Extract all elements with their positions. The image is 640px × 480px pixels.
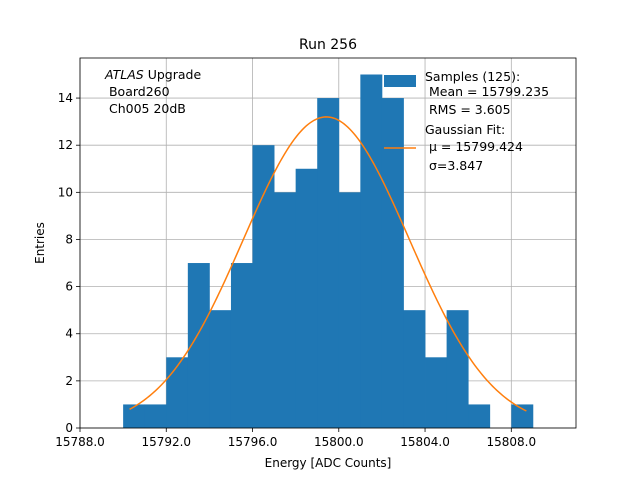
- histogram-bar: [425, 357, 448, 428]
- y-axis-label: Entries: [33, 222, 47, 264]
- histogram-bar: [252, 145, 275, 428]
- y-tick-label: 6: [65, 280, 73, 294]
- annotation-line2: Board260: [105, 84, 170, 99]
- legend-histogram-label: Samples (125):: [425, 69, 520, 84]
- x-tick-label: 15792.0: [141, 435, 191, 449]
- histogram-bar: [274, 192, 297, 428]
- y-tick-label: 4: [65, 327, 73, 341]
- histogram-bar: [360, 74, 383, 428]
- legend-stat-rms: RMS = 3.605: [425, 102, 511, 117]
- plot-frame: [79, 57, 577, 429]
- y-tick-label: 2: [65, 374, 73, 388]
- y-tick-label: 12: [58, 138, 73, 152]
- chart-title: Run 256: [299, 37, 357, 53]
- legend-fit-sigma: σ=3.847: [425, 158, 483, 173]
- legend-stat-mean: Mean = 15799.235: [425, 84, 549, 99]
- histogram-bar: [468, 404, 491, 428]
- histogram-bar: [403, 310, 426, 428]
- x-tick-label: 15796.0: [228, 435, 278, 449]
- histogram-bar: [209, 310, 232, 428]
- legend-fit-mu: μ = 15799.424: [425, 139, 523, 154]
- y-tick-label: 0: [65, 421, 73, 435]
- x-tick-label: 15800.0: [314, 435, 364, 449]
- y-tick-label: 14: [58, 91, 73, 105]
- histogram-bar: [381, 98, 404, 429]
- histogram-bar: [166, 357, 189, 428]
- y-tick-label: 8: [65, 232, 73, 246]
- x-tick-label: 15804.0: [400, 435, 450, 449]
- histogram-bar: [123, 404, 146, 428]
- svg-text:ATLAS Upgrade: ATLAS Upgrade: [104, 67, 201, 82]
- x-axis-label: Energy [ADC Counts]: [265, 456, 392, 470]
- annotation-line3: Ch005 20dB: [105, 101, 186, 116]
- x-tick-label: 15788.0: [55, 435, 105, 449]
- x-tick-label: 15808.0: [486, 435, 536, 449]
- y-tick-label: 10: [58, 185, 73, 199]
- histogram-bar: [230, 263, 253, 428]
- annotation-rest: Upgrade: [144, 67, 202, 82]
- x-axis-ticks: 15788.0 15792.0 15796.0 15800.0 15804.0 15808…: [55, 428, 536, 449]
- y-axis-ticks: 0 2 4 6 8 10 12 14: [58, 91, 80, 435]
- histogram-bar: [295, 168, 318, 428]
- histogram-bars: [123, 74, 534, 429]
- legend-fit-label: Gaussian Fit:: [425, 122, 505, 137]
- histogram-bar: [317, 98, 340, 429]
- legend-swatch-histogram: [384, 75, 416, 87]
- histogram-bar: [446, 310, 469, 428]
- histogram-bar: [511, 404, 534, 428]
- legend: Samples (125): Mean = 15799.235 RMS = 3.…: [384, 69, 549, 173]
- atlas-annotation: ATLAS Upgrade Board260 Ch005 20dB: [104, 67, 201, 116]
- histogram-bar: [187, 263, 210, 428]
- gaussian-fit-line: [129, 116, 527, 412]
- annotation-italic: ATLAS: [104, 67, 144, 82]
- histogram-bar: [144, 404, 167, 428]
- histogram-bar: [338, 192, 361, 428]
